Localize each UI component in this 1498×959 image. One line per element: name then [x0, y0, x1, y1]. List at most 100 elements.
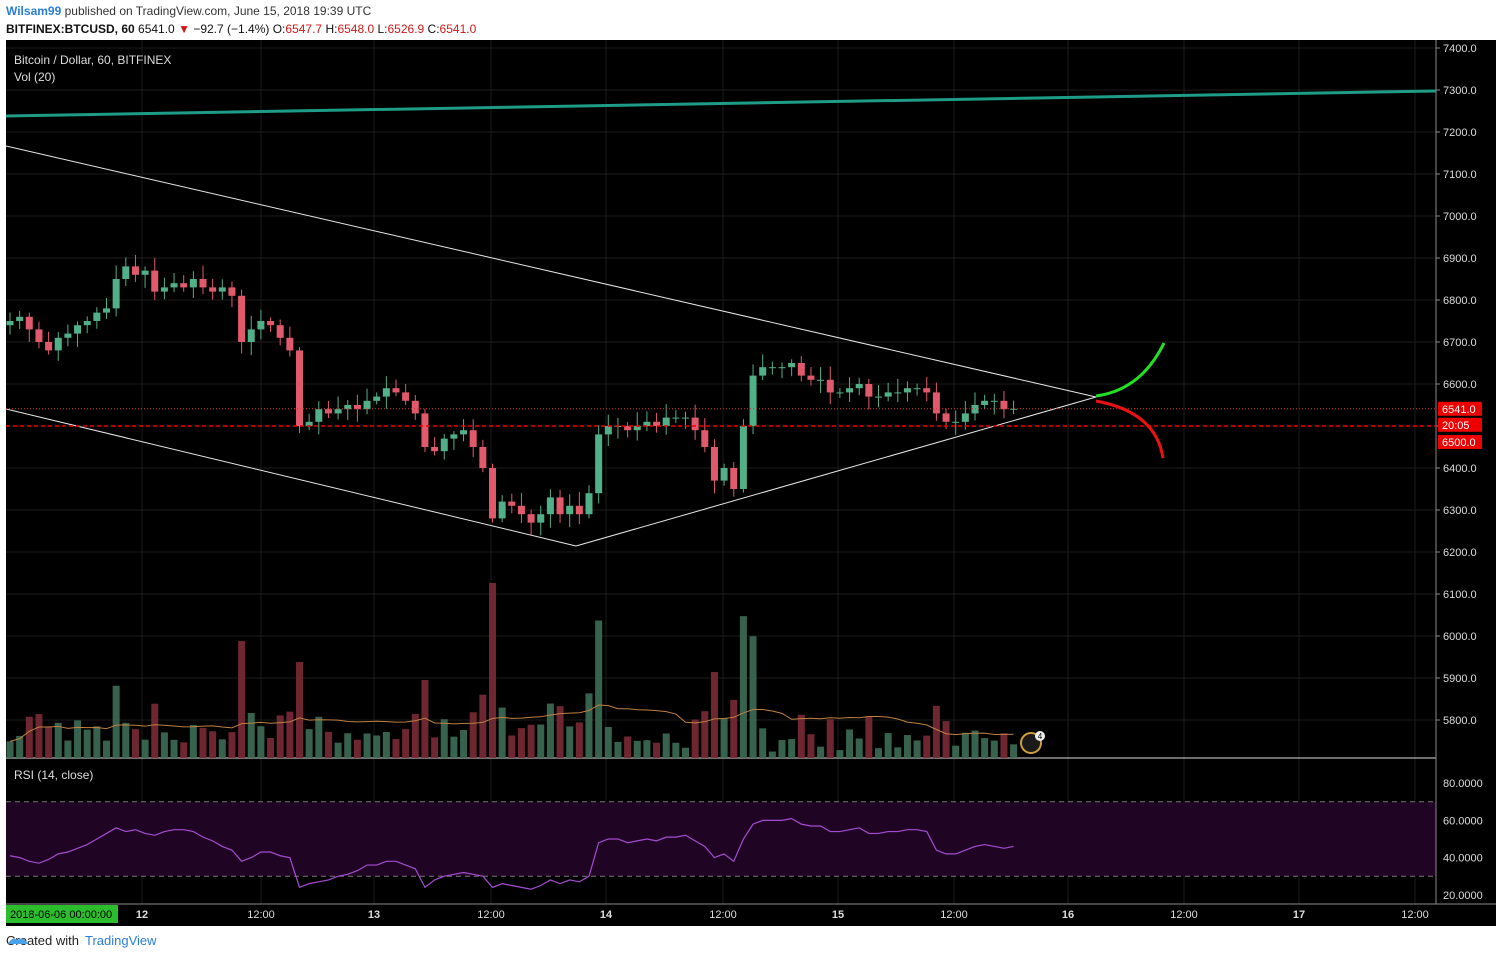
high-label: H: [325, 22, 338, 36]
volume-bar [218, 739, 226, 758]
candle [64, 333, 72, 338]
volume-bar [45, 727, 53, 758]
price-chart[interactable]: 7400.0 7300.0 7200.0 7100.0 7000.0 6900.0 6800… [6, 40, 1496, 926]
candle [556, 497, 564, 515]
candle [74, 325, 82, 334]
candle [160, 287, 168, 292]
volume-bar [720, 718, 728, 758]
time-tick-label: 13 [368, 909, 380, 921]
candle [6, 321, 14, 326]
volume-bar [778, 740, 786, 758]
volume-bar [797, 714, 805, 758]
price-tick-label: 6300.0 [1443, 505, 1477, 517]
volume-bar [865, 716, 873, 758]
volume-bar [170, 739, 178, 758]
candle [894, 392, 902, 394]
volume-bar [884, 733, 892, 758]
candle [296, 350, 303, 426]
candle [672, 417, 680, 419]
candle [778, 367, 786, 369]
time-tick-label: 14 [600, 909, 613, 921]
volume-bar [93, 726, 101, 758]
volume-bar [653, 742, 661, 758]
time-tick-label: 12:00 [1170, 909, 1198, 921]
volume-bar [296, 662, 303, 758]
rsi-band [6, 801, 1436, 877]
candle [440, 438, 448, 452]
volume-bar [64, 740, 72, 758]
level-price-label-bg [1438, 435, 1482, 449]
volume-bar [16, 735, 24, 758]
price-labels: 6541.0 20:05 6500.0 [1438, 401, 1482, 449]
volume-bar [1000, 733, 1008, 758]
volume-bar [199, 727, 207, 758]
time-tick-label: 17 [1293, 909, 1305, 921]
volume-bar [817, 746, 825, 758]
volume-bar [952, 745, 960, 758]
candle [334, 409, 342, 414]
volume-bar [469, 712, 477, 758]
price-tick-label: 6600.0 [1443, 379, 1477, 391]
publish-text: published on TradingView.com, June 15, 2… [64, 4, 372, 18]
volume-bar [112, 685, 120, 758]
candle [460, 430, 468, 435]
rsi-axis-ticks: 80.0000 60.0000 40.0000 20.0000 [1443, 778, 1483, 902]
candles [6, 254, 1018, 536]
candle [788, 363, 796, 368]
volume-bar [990, 740, 998, 758]
volume-bar [682, 747, 689, 758]
chart-area[interactable]: 7400.0 7300.0 7200.0 7100.0 7000.0 6900.0 6800… [6, 40, 1496, 926]
candle [730, 468, 738, 489]
time-tick-label: 12:00 [940, 909, 968, 921]
price-tick-label: 6100.0 [1443, 589, 1477, 601]
price-axis-ticks: 7400.0 7300.0 7200.0 7100.0 7000.0 6900.0 6800… [1436, 43, 1477, 727]
volume-bar [701, 711, 709, 758]
candle [170, 283, 178, 288]
volume-bar [913, 740, 921, 758]
price-tick-label: 5900.0 [1443, 673, 1477, 685]
candle [836, 392, 844, 394]
lower-trendline-right [575, 396, 1097, 547]
volume-bar [768, 751, 776, 758]
candle [653, 421, 661, 426]
volume-bar [575, 722, 583, 758]
flag-icon[interactable]: 4 [1020, 731, 1045, 754]
candle [54, 337, 62, 351]
time-tick-label: 12:00 [1401, 909, 1429, 921]
volume-bar [788, 739, 796, 758]
price-tick-label: 7100.0 [1443, 169, 1477, 181]
price-tick-label: 5800.0 [1443, 715, 1477, 727]
volume-bar [334, 742, 342, 758]
volume-bar [961, 732, 969, 758]
volume-bar [585, 693, 593, 758]
volume-legend: Vol (20) [14, 70, 55, 84]
volume-bar [151, 703, 159, 758]
open-label: O: [272, 22, 286, 36]
volume-bar [710, 672, 718, 758]
lower-trendline-left [6, 408, 577, 547]
time-tick-label: 15 [832, 909, 844, 921]
chart-title: Bitcoin / Dollar, 60, BITFINEX [14, 53, 171, 67]
volume-bar [344, 733, 352, 758]
volume-bar [556, 706, 564, 758]
candle [633, 426, 641, 431]
candle [25, 316, 33, 330]
author-link[interactable]: Wilsam99 [6, 4, 62, 18]
candle [469, 430, 477, 447]
candle [382, 388, 390, 397]
candle [508, 501, 516, 506]
upper-trendline [6, 145, 1097, 398]
volume-bar [923, 735, 931, 758]
candle [315, 409, 323, 422]
candle [710, 447, 718, 481]
candle [865, 384, 873, 397]
candle [585, 493, 593, 515]
time-tick-label: 12 [136, 909, 148, 921]
grid-lines [6, 40, 1436, 904]
volume-bar [450, 736, 458, 758]
volume-bar [508, 735, 516, 758]
candle [93, 312, 101, 321]
volume-bar [595, 620, 603, 758]
tradingview-link[interactable]: TradingView [84, 933, 157, 948]
candle [768, 367, 776, 369]
